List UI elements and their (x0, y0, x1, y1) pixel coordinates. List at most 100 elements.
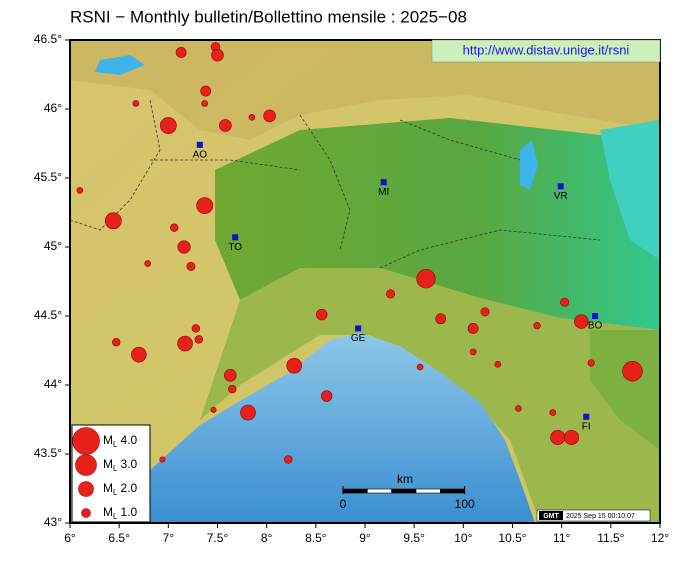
earthquake (286, 357, 303, 374)
scale-tick-label: 100 (455, 497, 475, 511)
scale-segment (415, 488, 441, 494)
y-tick-label: 43.5° (34, 446, 62, 460)
x-tick-label: 8.5° (305, 531, 327, 545)
earthquake (228, 384, 237, 394)
earthquake (480, 307, 490, 317)
earthquake (131, 346, 147, 363)
y-tick-label: 43° (44, 515, 62, 529)
earthquake (200, 85, 212, 97)
city-label: FI (582, 421, 591, 432)
city-marker (355, 325, 362, 332)
earthquake (132, 100, 140, 107)
earthquake (320, 390, 333, 402)
legend-sub: L (113, 464, 118, 473)
legend-m: M (103, 457, 113, 471)
earthquake (175, 47, 187, 58)
earthquake (201, 100, 209, 107)
city-label: MI (378, 187, 389, 198)
earthquake (316, 308, 328, 321)
legend-m: M (103, 481, 113, 495)
legend-sub: L (113, 440, 118, 449)
earthquake (186, 261, 196, 271)
url-box (431, 39, 661, 63)
earthquake (219, 119, 232, 132)
earthquake (76, 187, 84, 194)
earthquake (159, 117, 177, 134)
earthquake (533, 322, 541, 330)
earthquake (177, 240, 191, 254)
legend-value: 4.0 (120, 433, 137, 447)
earthquake (191, 324, 201, 333)
legend-m: M (103, 433, 113, 447)
x-tick-label: 6.5° (108, 531, 130, 545)
x-tick-label: 9° (359, 531, 371, 545)
terrain (70, 40, 660, 523)
legend-sub: L (113, 512, 118, 521)
x-tick-label: 11° (553, 531, 570, 545)
scale-bar: km (397, 472, 413, 486)
legend-m: M (103, 505, 113, 519)
earthquake (284, 455, 293, 464)
y-tick-label: 46.5° (34, 32, 62, 46)
earthquake (587, 359, 595, 367)
earthquake (223, 369, 237, 382)
scale-segment (440, 488, 465, 494)
city-marker (592, 313, 599, 319)
legend-symbol (75, 454, 97, 476)
scale-tick-label: 0 (340, 497, 347, 511)
legend-label: ML 1.0 (103, 505, 137, 521)
earthquake (240, 404, 256, 421)
city-label: VR (554, 191, 568, 202)
city-label: AO (193, 150, 208, 161)
legend-value: 3.0 (120, 457, 137, 471)
earthquake (560, 297, 570, 307)
earthquake (550, 429, 566, 445)
city-marker (557, 183, 564, 190)
earthquake (112, 338, 121, 347)
city-label: TO (228, 242, 242, 253)
legend-label: ML 3.0 (103, 457, 137, 473)
legend-symbol (72, 427, 100, 455)
earthquake (416, 269, 436, 289)
scale-segment (391, 488, 417, 494)
scale-segment (342, 488, 368, 494)
city-marker (196, 141, 203, 148)
earthquake (194, 335, 204, 344)
city-marker (380, 179, 387, 186)
legend-sub: L (113, 488, 118, 497)
scale-segment (367, 488, 392, 494)
x-tick-label: 8° (261, 531, 273, 545)
x-tick-label: 12° (651, 531, 669, 545)
y-tick-label: 45° (44, 239, 62, 253)
y-tick-label: 44.5° (34, 308, 62, 322)
earthquake (574, 314, 589, 329)
legend-symbol (78, 481, 94, 497)
earthquake (170, 223, 179, 232)
earthquake (515, 405, 522, 412)
city-label: BO (588, 321, 603, 332)
legend-symbol (81, 508, 91, 518)
x-tick-label: 7° (163, 531, 175, 545)
x-tick-label: 7.5° (207, 531, 229, 545)
earthquake (549, 409, 557, 416)
earthquake (622, 361, 643, 382)
stamp-logo: GMT (543, 513, 559, 520)
earthquake (469, 348, 477, 356)
earthquake (144, 260, 151, 267)
x-tick-label: 6° (64, 531, 76, 545)
earthquake (263, 109, 276, 123)
x-tick-label: 11.5° (597, 531, 624, 545)
city-marker (232, 234, 239, 241)
earthquake (386, 289, 396, 299)
city-marker (583, 413, 590, 420)
stamp-text: 2025 Sep 15 00:10:07 (566, 513, 635, 520)
y-tick-label: 44° (44, 377, 62, 391)
y-tick-label: 45.5° (34, 170, 62, 184)
stamp-logo-box (539, 511, 563, 520)
title: RSNI − Monthly bulletin/Bollettino mensi… (70, 7, 467, 26)
earthquake (248, 113, 256, 121)
earthquake (435, 313, 447, 325)
legend-label: ML 4.0 (103, 433, 137, 449)
scale-unit: km (397, 472, 413, 486)
